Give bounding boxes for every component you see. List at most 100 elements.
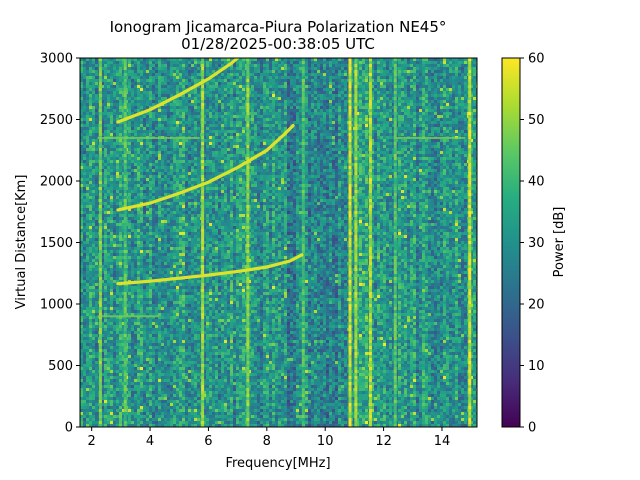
interference-line-0 — [98, 409, 102, 412]
interference-line-6 — [354, 241, 358, 244]
interference-line-7 — [368, 157, 372, 160]
interference-line-5 — [348, 211, 352, 214]
interference-line-5 — [348, 337, 352, 340]
interference-line-6 — [354, 334, 358, 337]
interference-line-6 — [354, 409, 358, 412]
interference-line-1 — [123, 325, 127, 328]
interference-line-2 — [201, 319, 205, 322]
interference-line-8 — [393, 175, 397, 178]
interference-line-4 — [301, 313, 305, 316]
interference-line-3 — [246, 262, 250, 265]
interference-line-0 — [98, 382, 102, 385]
interference-line-4 — [301, 274, 305, 277]
interference-line-6 — [354, 280, 358, 283]
interference-line-2 — [201, 190, 205, 193]
interference-line-4 — [301, 277, 305, 280]
interference-line-9 — [468, 241, 472, 244]
interference-line-1 — [123, 85, 127, 88]
interference-line-7 — [368, 136, 372, 139]
interference-line-6 — [354, 136, 358, 139]
interference-line-8 — [393, 187, 397, 190]
interference-line-1 — [123, 169, 127, 172]
interference-line-5 — [348, 280, 352, 283]
interference-line-7 — [368, 139, 372, 142]
interference-line-4 — [301, 220, 305, 223]
interference-line-2 — [201, 148, 205, 151]
interference-line-6 — [354, 124, 358, 127]
interference-line-0 — [98, 142, 102, 145]
interference-line-7 — [368, 373, 372, 376]
interference-line-9 — [468, 121, 472, 124]
interference-line-1 — [123, 340, 127, 343]
chart-title: Ionogram Jicamarca-Piura Polarization NE… — [110, 18, 447, 36]
interference-line-1 — [123, 151, 127, 154]
interference-line-9 — [468, 280, 472, 283]
interference-line-3 — [246, 322, 250, 325]
interference-line-0 — [98, 391, 102, 394]
interference-line-8 — [393, 370, 397, 373]
interference-line-8 — [393, 181, 397, 184]
colorbar-tick-label: 40 — [528, 175, 545, 190]
interference-line-7 — [368, 208, 372, 211]
interference-line-3 — [246, 388, 250, 391]
interference-line-6 — [354, 325, 358, 328]
interference-line-1 — [123, 160, 127, 163]
interference-line-5 — [348, 67, 352, 70]
interference-line-2 — [201, 91, 205, 94]
interference-line-8 — [393, 349, 397, 352]
interference-line-7 — [368, 247, 372, 250]
interference-line-5 — [348, 241, 352, 244]
interference-line-5 — [348, 214, 352, 217]
interference-line-9 — [468, 184, 472, 187]
interference-line-9 — [468, 283, 472, 286]
interference-line-3 — [246, 175, 250, 178]
interference-line-4 — [301, 373, 305, 376]
interference-line-7 — [368, 415, 372, 418]
interference-line-7 — [368, 364, 372, 367]
interference-line-5 — [348, 259, 352, 262]
interference-line-1 — [123, 157, 127, 160]
interference-line-0 — [98, 322, 102, 325]
interference-line-1 — [123, 178, 127, 181]
interference-line-3 — [246, 220, 250, 223]
interference-line-2 — [201, 310, 205, 313]
interference-line-9 — [468, 67, 472, 70]
interference-line-7 — [368, 403, 372, 406]
interference-line-4 — [301, 205, 305, 208]
interference-line-0 — [98, 250, 102, 253]
interference-line-1 — [123, 259, 127, 262]
interference-line-2 — [201, 103, 205, 106]
interference-line-4 — [301, 214, 305, 217]
colorbar-tick-label: 20 — [528, 298, 545, 313]
interference-line-0 — [98, 85, 102, 88]
interference-line-8 — [393, 160, 397, 163]
interference-line-7 — [368, 292, 372, 295]
interference-line-2 — [201, 172, 205, 175]
interference-line-7 — [368, 361, 372, 364]
interference-line-7 — [368, 244, 372, 247]
interference-line-1 — [123, 289, 127, 292]
interference-line-3 — [246, 244, 250, 247]
interference-line-9 — [468, 274, 472, 277]
interference-line-4 — [301, 322, 305, 325]
interference-line-6 — [354, 259, 358, 262]
interference-line-5 — [348, 151, 352, 154]
interference-line-1 — [123, 142, 127, 145]
interference-line-3 — [246, 136, 250, 139]
interference-line-6 — [354, 238, 358, 241]
interference-line-5 — [348, 142, 352, 145]
interference-line-6 — [354, 106, 358, 109]
interference-line-2 — [201, 214, 205, 217]
interference-line-6 — [354, 289, 358, 292]
interference-line-5 — [348, 97, 352, 100]
interference-line-3 — [246, 214, 250, 217]
interference-line-4 — [301, 406, 305, 409]
interference-line-6 — [354, 178, 358, 181]
interference-line-7 — [368, 313, 372, 316]
interference-line-5 — [348, 238, 352, 241]
interference-line-5 — [348, 424, 352, 427]
interference-line-7 — [368, 163, 372, 166]
interference-line-5 — [348, 175, 352, 178]
interference-line-3 — [246, 256, 250, 259]
interference-line-4 — [301, 256, 305, 259]
